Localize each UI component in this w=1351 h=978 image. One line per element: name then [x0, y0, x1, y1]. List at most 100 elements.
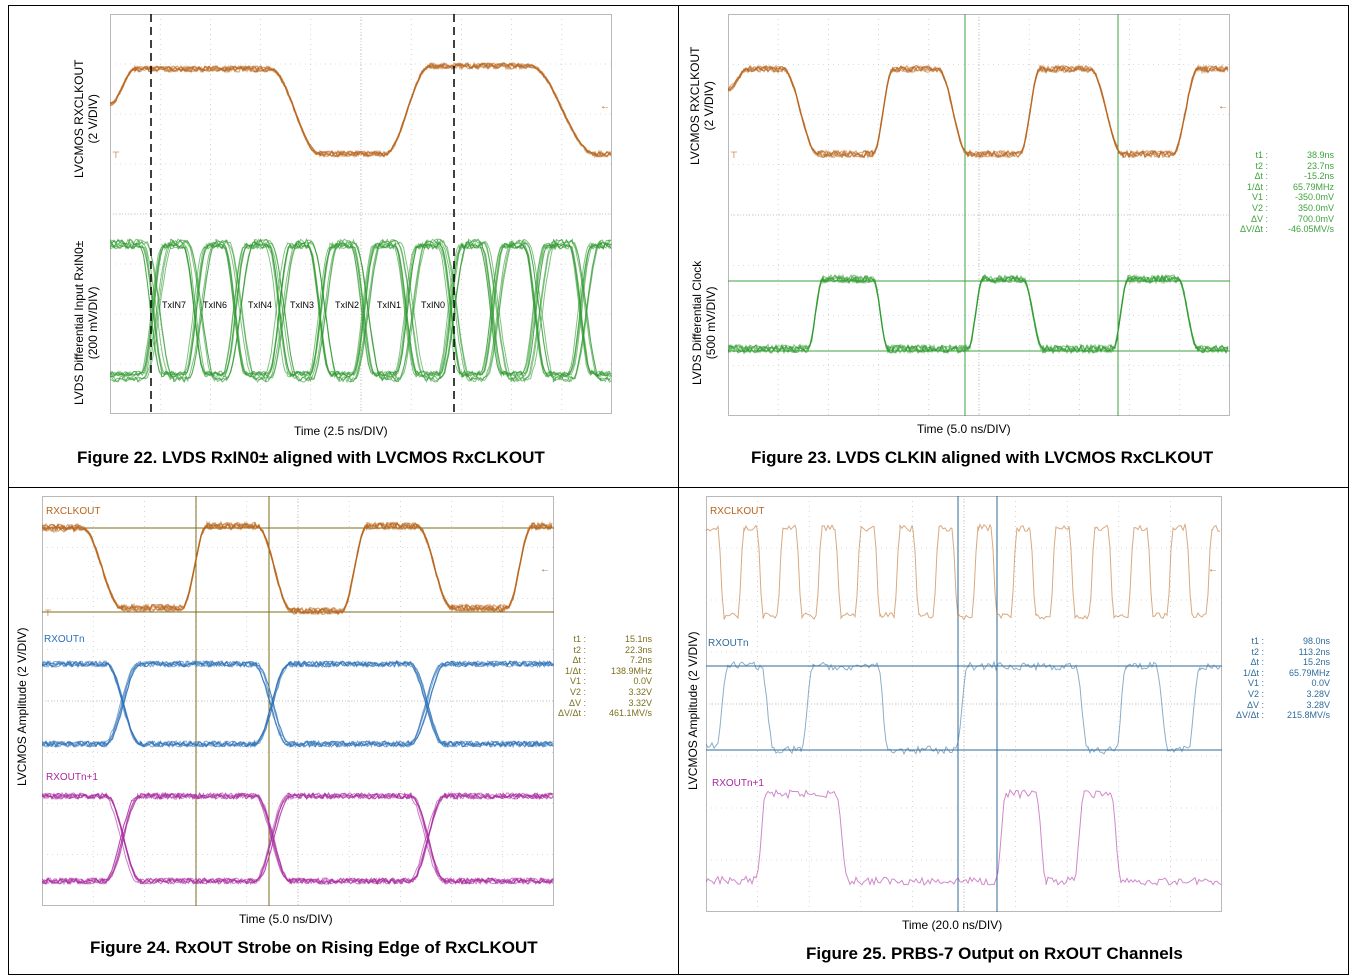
- fig24-clock-trace: [42, 521, 553, 616]
- cursor-label: ΔV :: [1246, 699, 1264, 710]
- fig22-slot-label: TxIN2: [335, 300, 360, 310]
- cursor-value: 7.2ns: [629, 655, 652, 666]
- cursor-label: t1 :: [573, 634, 586, 644]
- cursor-value: 215.8MV/s: [1286, 710, 1330, 721]
- cursor-row: V1 : 0.0V: [1234, 678, 1330, 689]
- cursor-row: ΔV : 3.32V: [556, 698, 652, 709]
- fig24-caption: Figure 24. RxOUT Strobe on Rising Edge o…: [90, 938, 538, 957]
- cursor-row: V1 : -350.0mV: [1238, 192, 1334, 203]
- fig24-tag-rxoutn1: RXOUTn+1: [46, 772, 98, 783]
- cursor-value: -350.0mV: [1294, 192, 1334, 203]
- cursor-row: t2 : 113.2ns: [1234, 647, 1330, 658]
- fig22-slot-label: TxIN4: [248, 300, 273, 310]
- fig25-tag-rxclkout: RXCLKOUT: [710, 506, 765, 517]
- figure-divider-horizontal: [8, 487, 1349, 488]
- fig24-level-marker: ←: [540, 564, 550, 575]
- fig23-clock-trace: [728, 64, 1229, 159]
- fig23-diff-clock-trace: [728, 274, 1229, 355]
- cursor-label: V1 :: [1247, 678, 1264, 689]
- fig22-xlabel: Time (2.5 ns/DIV): [294, 424, 388, 438]
- cursor-value: 461.1MV/s: [608, 708, 652, 719]
- fig22-slot-label: TxIN1: [377, 300, 402, 310]
- cursor-value: -46.05MV/s: [1287, 224, 1334, 235]
- cursor-row: t1 : 98.0ns: [1234, 636, 1330, 647]
- fig22-ylabel-top: LVCMOS RXCLKOUT (2 V/DIV): [72, 59, 100, 178]
- cursor-label: t1 :: [1255, 150, 1268, 160]
- fig24-rxoutn1-trace: [42, 792, 554, 886]
- cursor-label: V2 :: [1251, 202, 1268, 213]
- fig24-cursor-readout: t1 : 15.1ns t2 : 22.3ns Δt : 7.2ns 1/Δt : 138.9…: [556, 634, 652, 719]
- cursor-label: Δt :: [1250, 657, 1264, 668]
- fig25-rxoutn-trace: [706, 660, 1221, 756]
- cursor-value: 3.32V: [628, 697, 652, 708]
- cursor-label: t2 :: [1255, 160, 1268, 171]
- cursor-label: V2 :: [569, 686, 586, 697]
- fig24-rxoutn-trace: [42, 659, 553, 748]
- fig25-caption: Figure 25. PRBS-7 Output on RxOUT Channe…: [806, 944, 1183, 963]
- cursor-label: t2 :: [573, 644, 586, 655]
- fig22-slot-label: TxIN3: [290, 300, 315, 310]
- fig22-eye-trace: [110, 238, 612, 383]
- cursor-value: 15.2ns: [1302, 657, 1330, 668]
- fig25-rxoutn1-trace: [706, 788, 1222, 886]
- cursor-value: 23.7ns: [1306, 160, 1334, 171]
- cursor-value: 3.28V: [1306, 699, 1330, 710]
- cursor-row: 1/Δt : 138.9MHz: [556, 666, 652, 677]
- fig22-clock-trace: [110, 62, 612, 158]
- cursor-row: t2 : 23.7ns: [1238, 161, 1334, 172]
- fig22-slot-label: TxIN7: [162, 300, 187, 310]
- fig24-tag-rxoutn: RXOUTn: [44, 634, 85, 645]
- cursor-row: V2 : 3.28V: [1234, 689, 1330, 700]
- cursor-value: 22.3ns: [624, 644, 652, 655]
- fig22-caption: Figure 22. LVDS RxIN0± aligned with LVCM…: [77, 448, 545, 467]
- fig24-rxoutn1-trace: [42, 792, 554, 885]
- cursor-label: 1/Δt :: [1242, 667, 1264, 678]
- cursor-label: V1 :: [569, 676, 586, 687]
- cursor-row: ΔV/Δt : 215.8MV/s: [1234, 710, 1330, 721]
- fig22-eye-trace: [110, 238, 611, 384]
- cursor-row: Δt : -15.2ns: [1238, 171, 1334, 182]
- fig25-clock-trace: [706, 522, 1221, 621]
- cursor-label: t2 :: [1251, 646, 1264, 657]
- fig22-slot-label: TxIN0: [421, 300, 446, 310]
- fig24-tag-rxclkout: RXCLKOUT: [46, 506, 101, 517]
- cursor-label: ΔV :: [568, 697, 586, 708]
- cursor-value: -15.2ns: [1303, 171, 1334, 182]
- fig24-rxoutn-trace: [42, 660, 554, 748]
- fig25-xlabel: Time (20.0 ns/DIV): [902, 918, 1003, 932]
- cursor-row: t1 : 15.1ns: [556, 634, 652, 645]
- fig22-scope-plot: ⊤←: [110, 14, 612, 414]
- fig22-scope: ⊤ ←: [110, 14, 612, 414]
- cursor-row: ΔV : 3.28V: [1234, 700, 1330, 711]
- cursor-value: 3.32V: [628, 686, 652, 697]
- cursor-value: 15.1ns: [624, 634, 652, 644]
- cursor-label: ΔV :: [1250, 213, 1268, 224]
- cursor-value: 0.0V: [633, 676, 652, 687]
- fig25-ylabel: LVCMOS Amplitude (2 V/DIV): [686, 631, 700, 791]
- cursor-value: 3.28V: [1306, 688, 1330, 699]
- fig25-tag-rxoutn1: RXOUTn+1: [712, 778, 764, 789]
- cursor-value: 65.79MHz: [1292, 181, 1334, 192]
- cursor-value: 98.0ns: [1302, 636, 1330, 646]
- cursor-label: Δt :: [572, 655, 586, 666]
- fig22-ylabel-bottom: LVDS Differential Input RxIN0± (200 mV/D…: [72, 240, 100, 405]
- fig24-xlabel: Time (5.0 ns/DIV): [239, 912, 333, 926]
- cursor-label: t1 :: [1251, 636, 1264, 646]
- cursor-value: 700.0mV: [1297, 213, 1334, 224]
- cursor-value: 113.2ns: [1298, 646, 1330, 657]
- cursor-row: t2 : 22.3ns: [556, 645, 652, 656]
- fig23-scope-plot: ⊤←: [728, 14, 1230, 416]
- fig22-clock-trace: [110, 61, 612, 159]
- cursor-row: 1/Δt : 65.79MHz: [1238, 182, 1334, 193]
- cursor-value: 350.0mV: [1297, 202, 1334, 213]
- cursor-label: ΔV/Δt :: [557, 708, 586, 719]
- cursor-row: V1 : 0.0V: [556, 676, 652, 687]
- cursor-row: V2 : 350.0mV: [1238, 203, 1334, 214]
- cursor-label: V1 :: [1251, 192, 1268, 203]
- fig24-scope: ⊤ ←: [42, 496, 554, 906]
- fig24-scope-plot: ⊤←: [42, 496, 554, 906]
- cursor-label: 1/Δt :: [1246, 181, 1268, 192]
- figure-divider-vertical: [678, 5, 679, 975]
- cursor-value: 65.79MHz: [1288, 667, 1330, 678]
- fig23-scope: ⊤ ←: [728, 14, 1230, 416]
